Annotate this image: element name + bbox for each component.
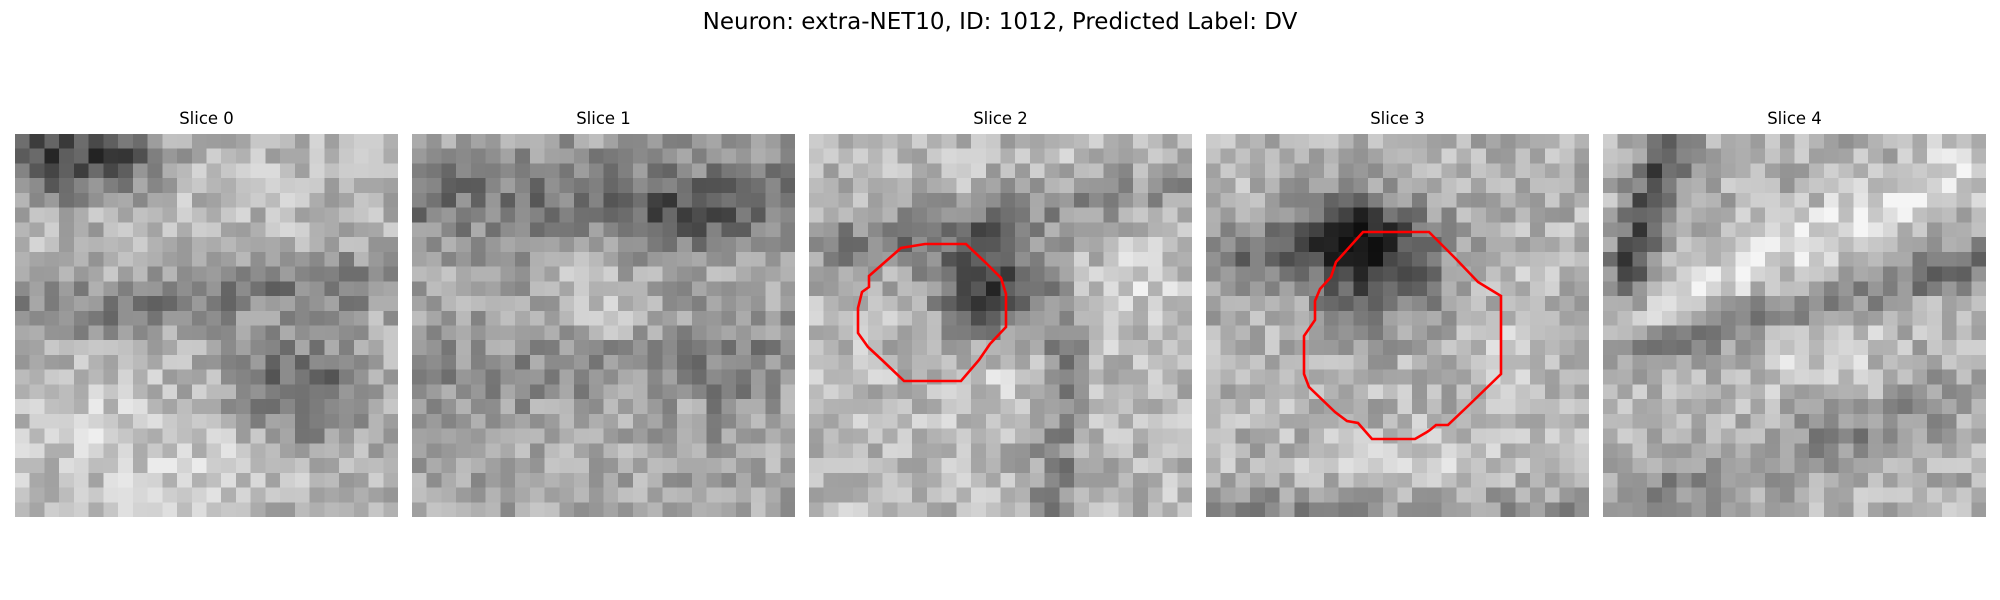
slice-image-0 bbox=[15, 134, 398, 517]
slice-panel-1: Slice 1 bbox=[412, 108, 795, 517]
slice-panel-3: Slice 3 bbox=[1206, 108, 1589, 517]
slice-image-3 bbox=[1206, 134, 1589, 517]
roi-outline bbox=[856, 242, 1008, 383]
roi-outline bbox=[1302, 230, 1503, 441]
slice-image-1 bbox=[412, 134, 795, 517]
slice-title-0: Slice 0 bbox=[179, 109, 234, 128]
slice-image-4 bbox=[1603, 134, 1986, 517]
slice-panel-4: Slice 4 bbox=[1603, 108, 1986, 517]
roi-contour-3 bbox=[1302, 230, 1503, 441]
slice-title-1: Slice 1 bbox=[576, 109, 631, 128]
slice-panel-0: Slice 0 bbox=[15, 108, 398, 517]
roi-contour-2 bbox=[856, 242, 1008, 383]
slice-title-3: Slice 3 bbox=[1370, 109, 1425, 128]
slice-panel-2: Slice 2 bbox=[809, 108, 1192, 517]
slice-image-2 bbox=[809, 134, 1192, 517]
slice-title-4: Slice 4 bbox=[1767, 109, 1822, 128]
slice-title-2: Slice 2 bbox=[973, 109, 1028, 128]
figure-title: Neuron: extra-NET10, ID: 1012, Predicted… bbox=[702, 9, 1298, 35]
